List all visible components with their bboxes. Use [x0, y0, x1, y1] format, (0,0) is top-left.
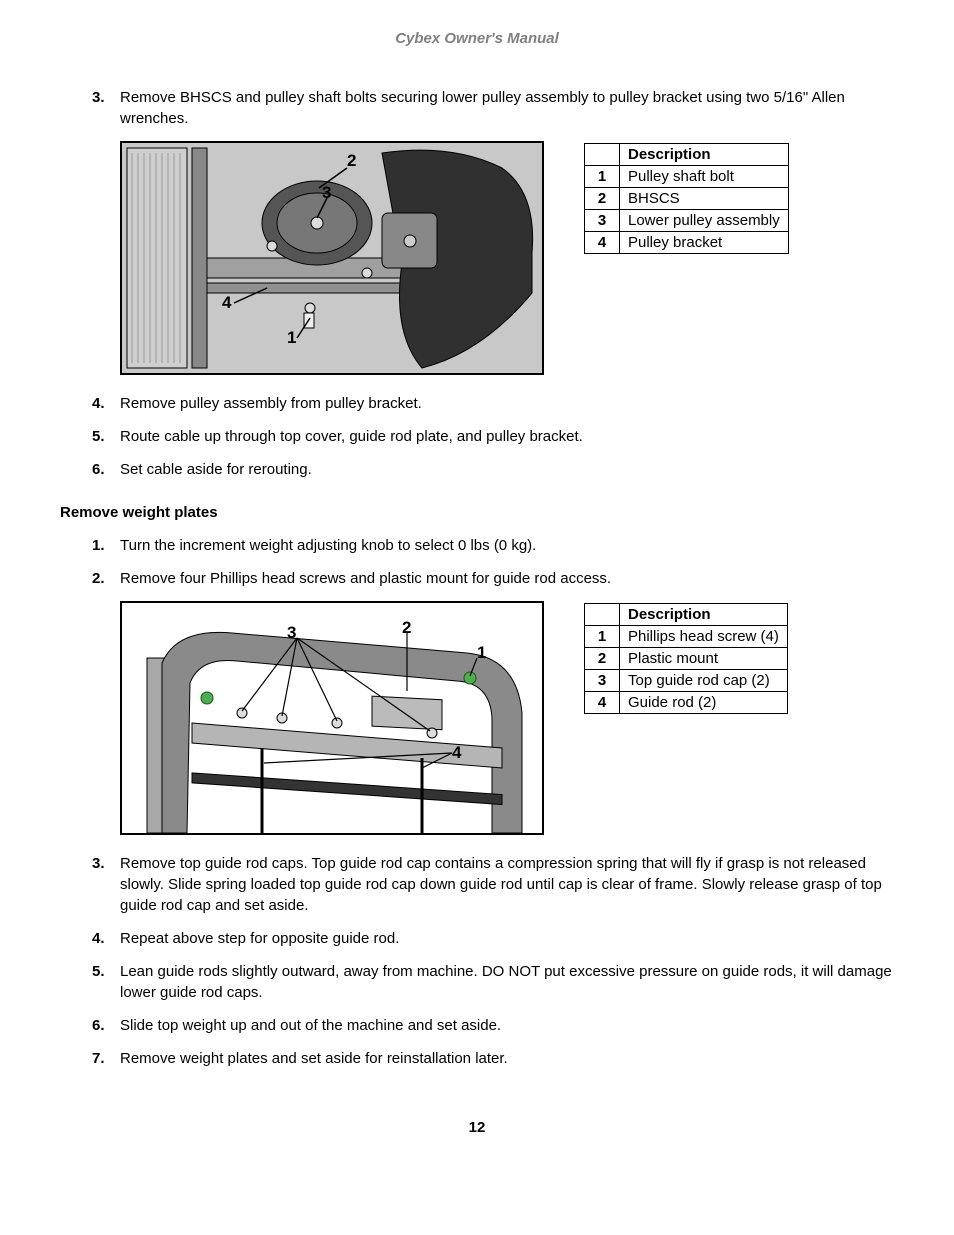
- figure-callout: 3: [287, 623, 296, 643]
- step-item: 5.Route cable up through top cover, guid…: [120, 426, 894, 447]
- steps-list-c: 1. Turn the increment weight adjusting kn…: [60, 535, 894, 589]
- row-description: Plastic mount: [620, 648, 788, 670]
- row-number: 3: [585, 210, 620, 232]
- step-text: Turn the increment weight adjusting knob…: [120, 537, 536, 554]
- table2-header: Description: [620, 604, 788, 626]
- table-row: 4Pulley bracket: [585, 232, 789, 254]
- table-row: 3Top guide rod cap (2): [585, 670, 788, 692]
- figure-callout: 4: [222, 293, 231, 313]
- step-text: Remove pulley assembly from pulley brack…: [120, 395, 422, 412]
- step-number: 4.: [92, 393, 105, 414]
- figure-callout: 1: [287, 328, 296, 348]
- step-item: 4.Repeat above step for opposite guide r…: [120, 928, 894, 949]
- row-description: Phillips head screw (4): [620, 626, 788, 648]
- step-text: Route cable up through top cover, guide …: [120, 428, 583, 445]
- figure-2-svg: [122, 603, 542, 833]
- step-number: 5.: [92, 426, 105, 447]
- step-item: 6.Slide top weight up and out of the mac…: [120, 1015, 894, 1036]
- figure-callout: 2: [347, 151, 356, 171]
- row-description: BHSCS: [620, 188, 789, 210]
- row-description: Guide rod (2): [620, 692, 788, 714]
- step-number: 5.: [92, 961, 105, 982]
- step-number: 2.: [92, 568, 105, 589]
- step-text: Remove four Phillips head screws and pla…: [120, 570, 611, 587]
- desc-table-1: Description 1Pulley shaft bolt2BHSCS3Low…: [584, 143, 789, 254]
- table-row: 4Guide rod (2): [585, 692, 788, 714]
- step-text: Lean guide rods slightly outward, away f…: [120, 963, 892, 1001]
- figure-callout: 1: [477, 643, 486, 663]
- steps-list-b: 4. Remove pulley assembly from pulley bra…: [60, 393, 894, 480]
- page-header: Cybex Owner's Manual: [60, 30, 894, 47]
- step-number: 7.: [92, 1048, 105, 1069]
- row-description: Pulley shaft bolt: [620, 166, 789, 188]
- row-number: 4: [585, 692, 620, 714]
- row-number: 2: [585, 648, 620, 670]
- figure-callout: 4: [452, 743, 461, 763]
- step-item: 7.Remove weight plates and set aside for…: [120, 1048, 894, 1069]
- step-number: 1.: [92, 535, 105, 556]
- table1-header: Description: [620, 144, 789, 166]
- row-number: 4: [585, 232, 620, 254]
- step-item: 5.Lean guide rods slightly outward, away…: [120, 961, 894, 1003]
- figure-2: 3 2 1 4: [120, 601, 544, 835]
- table-row: 3Lower pulley assembly: [585, 210, 789, 232]
- step-item: 3.Remove top guide rod caps. Top guide r…: [120, 853, 894, 916]
- row-number: 3: [585, 670, 620, 692]
- section-heading: Remove weight plates: [60, 504, 894, 521]
- page-number: 12: [60, 1119, 894, 1136]
- row-description: Top guide rod cap (2): [620, 670, 788, 692]
- step-text: Remove top guide rod caps. Top guide rod…: [120, 855, 882, 914]
- step-text: Repeat above step for opposite guide rod…: [120, 930, 399, 947]
- row-number: 2: [585, 188, 620, 210]
- row-description: Pulley bracket: [620, 232, 789, 254]
- desc-table-2: Description 1Phillips head screw (4)2Pla…: [584, 603, 788, 714]
- row-number: 1: [585, 626, 620, 648]
- step-text: Remove weight plates and set aside for r…: [120, 1050, 508, 1067]
- figure-callout: 2: [402, 618, 411, 638]
- table-row: 1Pulley shaft bolt: [585, 166, 789, 188]
- steps-list-a: 3. Remove BHSCS and pulley shaft bolts se…: [60, 87, 894, 129]
- figure-row-1: 2341 Description 1Pulley shaft bolt2BHSC…: [120, 141, 894, 375]
- step-item: 4.Remove pulley assembly from pulley bra…: [120, 393, 894, 414]
- table-row: 2Plastic mount: [585, 648, 788, 670]
- step-item: 1.Turn the increment weight adjusting kn…: [120, 535, 894, 556]
- figure-1: 23 4 1: [120, 141, 544, 375]
- row-number: 1: [585, 166, 620, 188]
- step-number: 4.: [92, 928, 105, 949]
- step-item: 6.Set cable aside for rerouting.: [120, 459, 894, 480]
- table-row: 1Phillips head screw (4): [585, 626, 788, 648]
- step-text: Remove BHSCS and pulley shaft bolts secu…: [120, 89, 845, 127]
- steps-list-d: 3. Remove top guide rod caps. Top guide r…: [60, 853, 894, 1069]
- step-text: Set cable aside for rerouting.: [120, 461, 312, 478]
- table-row: 2BHSCS: [585, 188, 789, 210]
- step-item: 3.Remove BHSCS and pulley shaft bolts se…: [120, 87, 894, 129]
- step-number: 6.: [92, 459, 105, 480]
- figure-1-svg: [122, 143, 542, 373]
- figure-row-2: 3214 Description 1Phillips head screw (4…: [120, 601, 894, 835]
- row-description: Lower pulley assembly: [620, 210, 789, 232]
- step-number: 6.: [92, 1015, 105, 1036]
- step-number: 3.: [92, 87, 105, 108]
- step-item: 2.Remove four Phillips head screws and p…: [120, 568, 894, 589]
- step-number: 3.: [92, 853, 105, 874]
- step-text: Slide top weight up and out of the machi…: [120, 1017, 501, 1034]
- figure-callout: 3: [322, 183, 331, 203]
